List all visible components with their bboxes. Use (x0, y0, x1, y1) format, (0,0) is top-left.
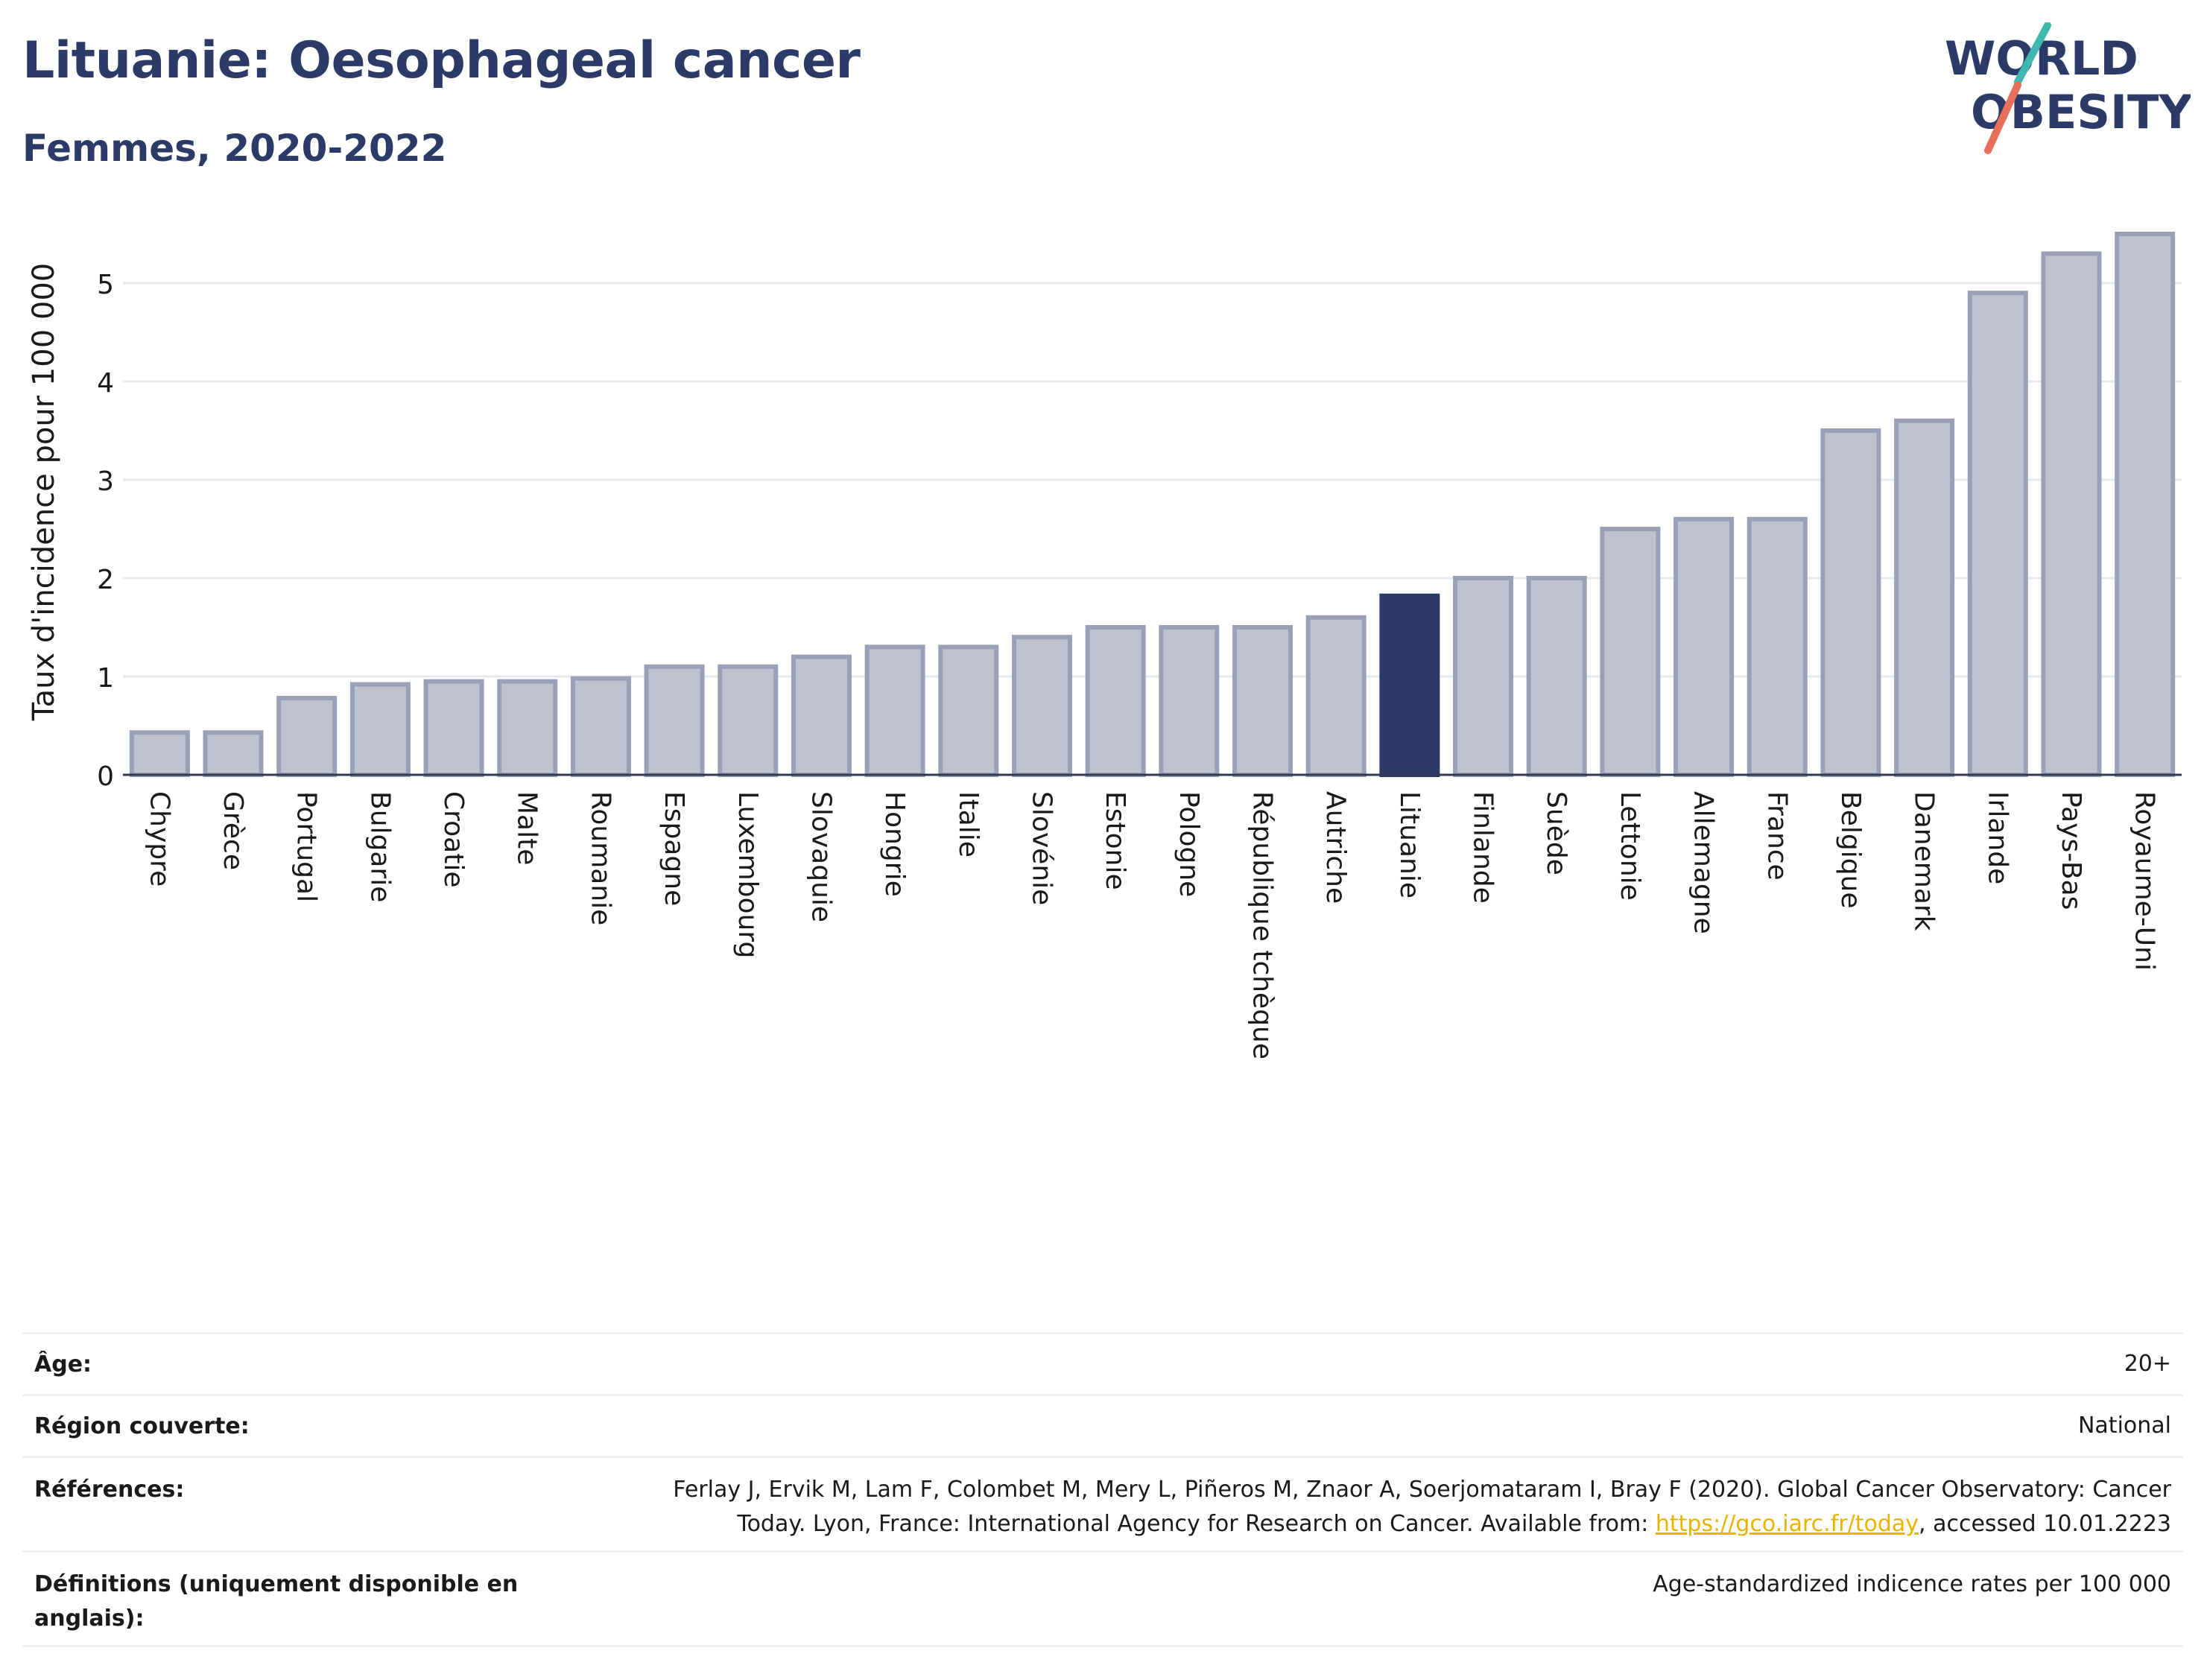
info-row-age: Âge: 20+ (22, 1332, 2183, 1394)
x-tick-label: Autriche (1320, 791, 1351, 904)
x-tick-label: Roumanie (585, 791, 615, 925)
x-tick-label: Luxembourg (732, 791, 763, 958)
bar-france[interactable] (1747, 516, 1808, 777)
x-tick-label: Croatie (438, 791, 469, 888)
references-text-1: Ferlay J, Ervik M, Lam F, Colombet M, Me… (673, 1477, 2171, 1503)
x-tick-label: Pologne (1174, 791, 1204, 897)
bar-croatie[interactable] (423, 679, 484, 777)
x-tick-label: Belgique (1835, 791, 1866, 909)
bar-hongrie[interactable] (864, 644, 925, 778)
region-label: Région couverte: (34, 1413, 250, 1439)
info-row-references: Références: Ferlay J, Ervik M, Lam F, Co… (22, 1456, 2183, 1550)
bar-allemagne[interactable] (1673, 516, 1735, 777)
x-tick-label: Lituanie (1394, 791, 1425, 898)
world-obesity-logo: WORLD OBESITY (1945, 22, 2191, 154)
info-row-definitions: Définitions (uniquement disponible en an… (22, 1550, 2183, 1647)
info-table: Âge: 20+ Région couverte: National Référ… (22, 1332, 2183, 1647)
x-tick-label: Hongrie (879, 791, 910, 897)
y-tick-label: 2 (97, 565, 114, 595)
logo-slash-teal (2014, 22, 2051, 86)
x-tick-label: Allemagne (1688, 791, 1719, 934)
references-link[interactable]: https://gco.iarc.fr/today (1655, 1511, 1919, 1537)
bar-autriche[interactable] (1305, 615, 1367, 777)
y-tick-label: 5 (97, 270, 114, 300)
x-tick-label: France (1761, 791, 1792, 881)
x-tick-label: Pays-Bas (2056, 791, 2086, 910)
bar-danemark[interactable] (1894, 418, 1955, 777)
y-tick-label: 1 (97, 663, 114, 694)
bar-espagne[interactable] (644, 664, 705, 777)
x-tick-label: Slovaquie (805, 791, 836, 922)
references-value: Ferlay J, Ervik M, Lam F, Colombet M, Me… (673, 1473, 2183, 1541)
bar-italie[interactable] (938, 644, 999, 778)
x-tick-label: Danemark (1909, 791, 1939, 931)
bar-estonie[interactable] (1085, 625, 1146, 777)
y-tick-label: 4 (97, 368, 114, 399)
bar-slov-nie[interactable] (1011, 635, 1072, 778)
x-tick-label: Irlande (1982, 791, 2013, 884)
x-tick-label: Italie (953, 791, 984, 858)
bar-portugal[interactable] (276, 696, 338, 777)
y-axis-label: Taux d'incidence pour 100 000 (27, 263, 61, 721)
x-tick-label: Espagne (659, 791, 689, 906)
x-tick-label: République tchèque (1247, 791, 1278, 1059)
bar-finlande[interactable] (1453, 576, 1514, 777)
references-text-3: , accessed 10.01.2223 (1919, 1511, 2171, 1537)
region-value: National (2077, 1413, 2171, 1439)
bar-malte[interactable] (497, 679, 558, 777)
bar-roumanie[interactable] (570, 676, 631, 778)
x-tick-label: Portugal (291, 791, 322, 902)
age-value: 20+ (2124, 1351, 2171, 1377)
chart-title: Lituanie: Oesophageal cancer (22, 31, 861, 90)
x-tick-label: Finlande (1468, 791, 1498, 904)
x-tick-label: Royaume-Uni (2129, 791, 2160, 971)
definitions-label-line1: Définitions (uniquement disponible en (34, 1571, 519, 1597)
age-label: Âge: (34, 1351, 92, 1378)
bar-lettonie[interactable] (1600, 527, 1661, 777)
x-tick-label: Suède (1541, 791, 1571, 875)
bar-luxembourg[interactable] (718, 664, 779, 777)
x-tick-label: Bulgarie (364, 791, 395, 902)
bar-gr-ce[interactable] (203, 730, 264, 777)
bar-irlande[interactable] (1967, 291, 2028, 777)
references-label: Références: (34, 1477, 185, 1503)
x-tick-label: Lettonie (1615, 791, 1645, 901)
bar-bulgarie[interactable] (349, 682, 411, 777)
x-tick-label: Slovénie (1026, 791, 1057, 905)
references-text-2: Today. Lyon, France: International Agenc… (737, 1511, 1656, 1537)
chart-subtitle: Femmes, 2020-2022 (22, 127, 447, 170)
x-tick-label: Grèce (218, 791, 248, 870)
bar-slovaquie[interactable] (791, 654, 852, 777)
bar-pologne[interactable] (1159, 625, 1220, 777)
y-tick-label: 3 (97, 466, 114, 497)
info-row-region: Région couverte: National (22, 1394, 2183, 1456)
x-tick-label: Malte (512, 791, 542, 865)
bar-belgique[interactable] (1820, 428, 1881, 777)
bar-chypre[interactable] (129, 730, 190, 777)
bar-r-publique-tch-que[interactable] (1232, 625, 1293, 777)
x-tick-label: Chypre (144, 791, 174, 887)
x-tick-label: Estonie (1100, 791, 1130, 890)
bar-pays-bas[interactable] (2041, 251, 2102, 777)
bar-su-de[interactable] (1526, 576, 1587, 777)
bar-royaume-uni[interactable] (2115, 232, 2176, 777)
definitions-label-line2: anglais): (34, 1605, 145, 1632)
bar-lituanie[interactable] (1379, 593, 1440, 778)
y-tick-label: 0 (97, 761, 114, 792)
definitions-value: Age-standardized indicence rates per 100… (1653, 1571, 2171, 1597)
logo-slash-coral (1984, 81, 2021, 154)
definitions-label: Définitions (uniquement disponible en an… (22, 1568, 518, 1636)
bar-chart: 0 1 2 3 4 5 Chypre Grèce Portugal Bulgarie Croati… (27, 232, 2182, 1059)
